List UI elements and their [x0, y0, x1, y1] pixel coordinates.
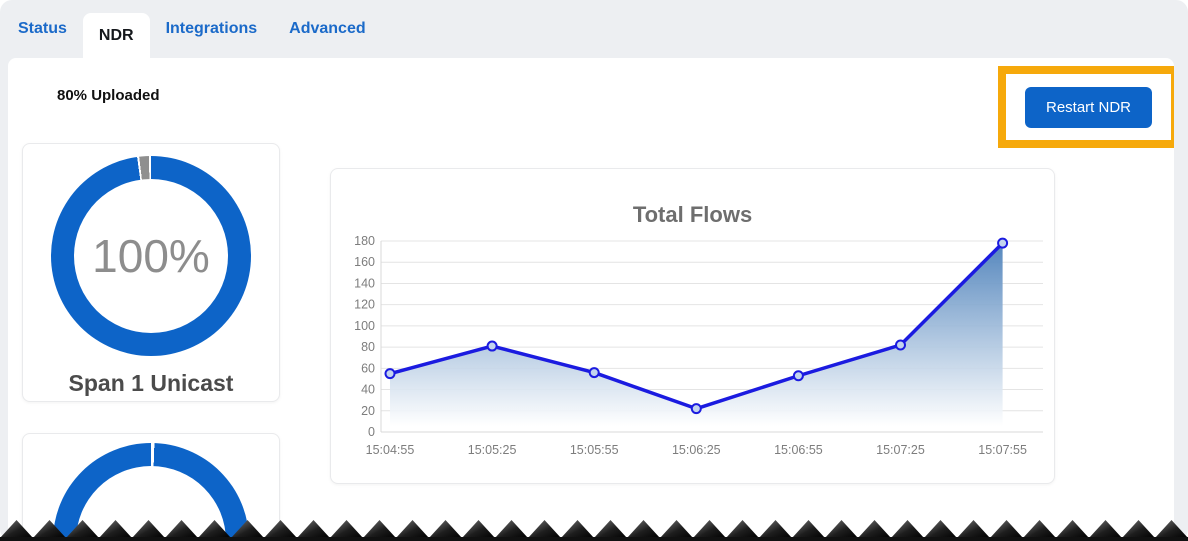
donut-hole [76, 466, 226, 541]
total-flows-chart: 0 20 40 60 80 100 120 140 160 180 15:04:55 15:05:25… [354, 234, 1043, 457]
tab-advanced[interactable]: Advanced [289, 20, 366, 37]
svg-text:0: 0 [368, 425, 375, 439]
restart-ndr-button[interactable]: Restart NDR [1025, 86, 1152, 128]
svg-text:15:04:55: 15:04:55 [366, 443, 415, 457]
ndr-tab-content: 80% Uploaded Restart NDR 100% Span 1 Uni… [8, 58, 1174, 541]
total-flows-card: 0 20 40 60 80 100 120 140 160 180 15:04:55 15:05:25… [330, 168, 1055, 484]
svg-text:40: 40 [361, 383, 375, 397]
svg-text:180: 180 [354, 234, 375, 248]
upload-status-text: 80% Uploaded [57, 87, 160, 104]
svg-text:15:06:25: 15:06:25 [672, 443, 721, 457]
span1-unicast-card: 100% Span 1 Unicast [22, 143, 280, 402]
tab-integrations[interactable]: Integrations [165, 20, 258, 37]
span1-unicast-donut-chart: 100% [51, 156, 251, 356]
chart-title: Total Flows [632, 202, 753, 227]
svg-text:15:06:55: 15:06:55 [774, 443, 823, 457]
svg-text:15:07:25: 15:07:25 [876, 443, 925, 457]
svg-text:160: 160 [354, 255, 375, 269]
donut-hole: 100% [74, 179, 228, 333]
second-donut-chart [53, 443, 249, 541]
svg-text:15:05:55: 15:05:55 [570, 443, 619, 457]
svg-text:120: 120 [354, 298, 375, 312]
svg-text:140: 140 [354, 276, 375, 290]
svg-text:80: 80 [361, 340, 375, 354]
svg-text:20: 20 [361, 404, 375, 418]
tab-status[interactable]: Status [18, 20, 67, 37]
tab-ndr[interactable]: NDR [82, 13, 150, 58]
tab-bar: Status NDR Integrations Advanced [0, 0, 1188, 58]
svg-text:100: 100 [354, 319, 375, 333]
annotation-highlight-box: Restart NDR [998, 66, 1174, 148]
donut-percent-value: 100% [92, 230, 210, 282]
second-donut-card [22, 433, 280, 541]
svg-text:15:07:55: 15:07:55 [978, 443, 1027, 457]
donut-card-title: Span 1 Unicast [68, 370, 234, 396]
svg-text:60: 60 [361, 361, 375, 375]
svg-text:15:05:25: 15:05:25 [468, 443, 517, 457]
